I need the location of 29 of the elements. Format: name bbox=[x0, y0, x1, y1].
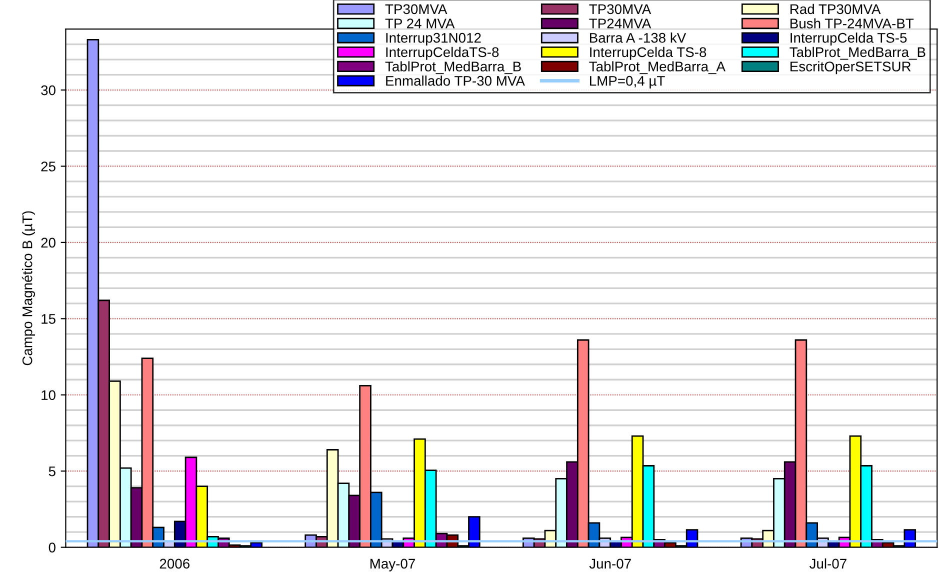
legend-label: Enmallado TP-30 MVA bbox=[386, 76, 525, 86]
x-tick-label: May-07 bbox=[370, 558, 415, 572]
y-tick-label: 10 bbox=[42, 390, 56, 400]
y-tick-label: 5 bbox=[48, 466, 56, 476]
legend-label: EscritOperSETSUR bbox=[790, 61, 911, 74]
x-tick-label: Jul-07 bbox=[810, 558, 846, 569]
y-tick-label: 0 bbox=[48, 542, 56, 552]
legend-label: TP 24 MVA bbox=[385, 18, 455, 28]
legend-label: Barra A -138 kV bbox=[590, 32, 686, 43]
legend-label: InterrupCelda TS-5 bbox=[790, 32, 907, 46]
y-tick-label: 15 bbox=[42, 314, 56, 324]
legend-label: TP30MVA bbox=[385, 4, 448, 14]
x-tick-label: Jun-07 bbox=[589, 558, 631, 569]
legend-label: TablProt_MedBarra_B bbox=[790, 46, 926, 60]
y-tick-label: 30 bbox=[41, 85, 56, 96]
legend-label: InterrupCelda TS-8 bbox=[590, 46, 706, 60]
y-tick-label: 20 bbox=[41, 238, 56, 248]
y-tick-label: 25 bbox=[41, 162, 56, 172]
legend-label: Rad TP30MVA bbox=[790, 4, 881, 14]
legend-label: TP30MVA bbox=[589, 4, 652, 14]
legend-label: TablProt_MedBarra_B bbox=[385, 61, 521, 74]
legend-label: Bush TP-24MVA-BT bbox=[790, 18, 914, 28]
y-axis-title: Campo Magnético B (µT) bbox=[22, 211, 36, 366]
legend-label: TP24MVA bbox=[589, 18, 652, 28]
legend-label: LMP=0,4 µT bbox=[590, 76, 665, 89]
legend-label: InterrupCeldaTS-8 bbox=[386, 46, 499, 60]
legend-label: TablProt_MedBarra_A bbox=[589, 61, 726, 74]
legend-label: Interrup31N012 bbox=[386, 32, 481, 46]
x-tick-label: 2006 bbox=[160, 558, 190, 569]
